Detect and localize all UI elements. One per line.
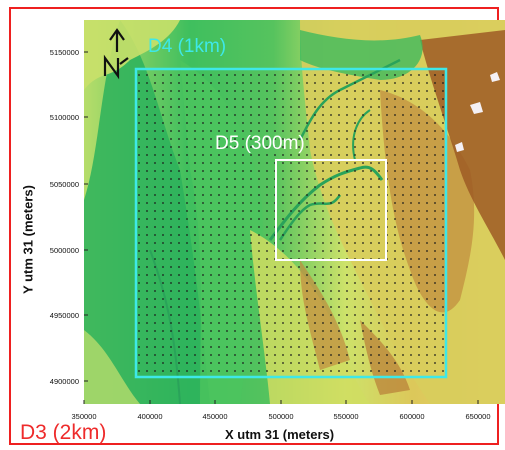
x-tick-label: 500000 xyxy=(268,412,294,421)
x-tick-label: 550000 xyxy=(333,412,359,421)
d5-label: D5 (300m) xyxy=(215,133,305,154)
x-tick-label: 450000 xyxy=(202,412,228,421)
north-arrow-icon xyxy=(103,28,129,80)
d4-domain-frame xyxy=(134,67,448,379)
y-tick-label: 4950000 xyxy=(49,311,79,320)
x-tick-label: 650000 xyxy=(465,412,491,421)
d4-grid-points xyxy=(136,69,446,377)
d5-domain-frame xyxy=(275,159,387,261)
y-tick-label: 5100000 xyxy=(49,113,79,122)
x-tick-label: 350000 xyxy=(71,412,97,421)
x-tick-label: 400000 xyxy=(137,412,163,421)
y-tick-label: 5000000 xyxy=(49,246,79,255)
x-axis-title: X utm 31 (meters) xyxy=(225,427,335,442)
y-tick-label: 5150000 xyxy=(49,48,79,57)
y-tick-label: 4900000 xyxy=(49,377,79,386)
y-tick-label: 5050000 xyxy=(49,180,79,189)
x-tick-label: 600000 xyxy=(399,412,425,421)
y-axis-title: Y utm 31 (meters) xyxy=(20,185,36,294)
d4-label: D4 (1km) xyxy=(148,36,227,57)
axis-ticks xyxy=(83,51,479,404)
d3-label: D3 (2km) xyxy=(20,421,107,444)
